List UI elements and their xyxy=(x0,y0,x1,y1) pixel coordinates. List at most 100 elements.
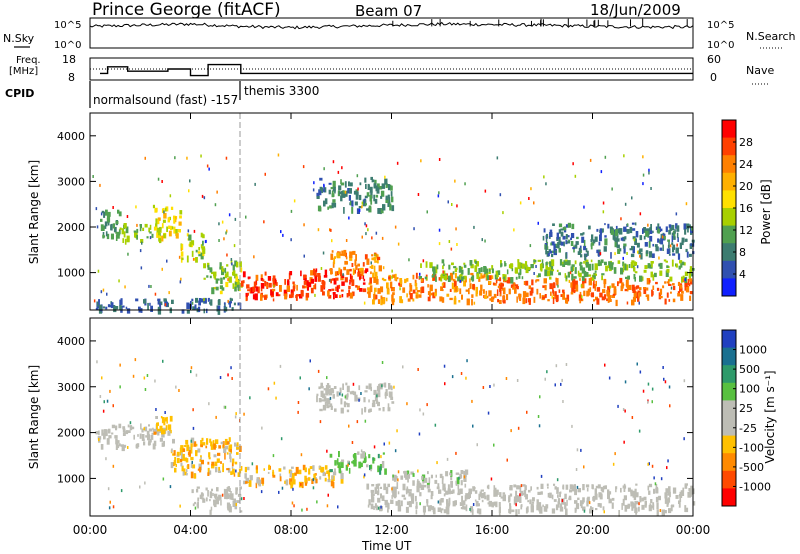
data-cell xyxy=(497,285,501,289)
data-cell xyxy=(156,232,158,238)
data-cell xyxy=(137,434,139,437)
data-cell xyxy=(635,483,638,486)
data-cell xyxy=(607,223,610,229)
data-cell xyxy=(139,485,141,489)
data-cell xyxy=(519,296,522,301)
data-cell xyxy=(593,279,595,285)
data-cell xyxy=(350,275,353,283)
data-cell xyxy=(679,495,682,503)
velocity-cbar-segment xyxy=(722,488,736,507)
data-cell xyxy=(209,499,211,502)
data-cell xyxy=(465,289,469,292)
data-cell xyxy=(470,276,474,281)
data-cell xyxy=(502,492,506,495)
data-cell xyxy=(95,431,99,434)
power-cbar-segment xyxy=(722,243,736,262)
data-cell xyxy=(326,470,329,474)
data-cell xyxy=(329,390,333,396)
data-cell xyxy=(229,493,232,500)
data-cell xyxy=(391,205,395,212)
data-cell xyxy=(376,385,380,392)
data-cell xyxy=(553,499,557,502)
data-cell xyxy=(603,278,606,284)
data-cell xyxy=(374,294,378,300)
data-cell xyxy=(675,495,679,499)
data-cell xyxy=(375,483,380,489)
data-cell xyxy=(671,224,675,231)
data-cell xyxy=(166,259,168,263)
data-cell xyxy=(331,190,334,196)
data-cell xyxy=(375,253,378,257)
data-cell xyxy=(201,246,206,250)
data-cell xyxy=(585,484,590,488)
velocity-ylabel: Slant Range [km] xyxy=(27,365,41,469)
data-cell xyxy=(669,491,671,498)
noise-panel-frame xyxy=(89,17,694,49)
data-cell xyxy=(368,454,371,459)
data-cell xyxy=(387,403,390,408)
data-cell xyxy=(184,445,187,448)
data-cell xyxy=(502,299,506,304)
data-cell xyxy=(463,275,467,280)
data-cell xyxy=(473,225,475,229)
data-cell xyxy=(342,273,344,277)
data-cell xyxy=(372,457,374,461)
data-cell xyxy=(638,250,641,255)
data-cell xyxy=(498,300,502,304)
data-cell xyxy=(463,475,466,479)
data-cell xyxy=(549,261,552,267)
data-cell xyxy=(226,495,228,500)
data-cell xyxy=(647,382,650,386)
data-cell xyxy=(358,461,362,469)
data-cell xyxy=(519,485,521,489)
data-cell xyxy=(565,275,568,280)
data-cell xyxy=(496,289,499,296)
data-cell xyxy=(415,294,418,299)
data-cell xyxy=(405,488,409,493)
data-cell xyxy=(168,291,170,295)
data-cell xyxy=(549,283,553,290)
data-cell xyxy=(634,222,637,226)
data-cell xyxy=(648,168,650,172)
data-cell xyxy=(164,417,168,422)
data-cell xyxy=(157,228,161,236)
data-cell xyxy=(323,167,325,171)
data-cell xyxy=(204,298,207,304)
data-cell xyxy=(596,249,599,254)
data-cell xyxy=(136,234,138,240)
data-cell xyxy=(562,293,565,300)
data-cell xyxy=(371,484,375,487)
data-cell xyxy=(539,510,543,514)
data-cell xyxy=(335,460,339,464)
data-cell xyxy=(186,255,189,263)
data-cell xyxy=(186,302,190,309)
data-cell xyxy=(510,429,512,433)
data-cell xyxy=(367,287,370,291)
data-cell xyxy=(168,230,172,237)
data-cell xyxy=(340,473,344,480)
data-cell xyxy=(380,286,384,293)
data-cell xyxy=(407,478,409,483)
data-cell xyxy=(460,273,463,277)
data-cell xyxy=(215,415,217,419)
data-cell xyxy=(229,444,233,449)
data-cell xyxy=(112,404,114,408)
data-cell xyxy=(257,286,260,294)
data-cell xyxy=(236,500,240,503)
data-cell xyxy=(551,266,554,270)
data-cell xyxy=(345,256,348,260)
data-cell xyxy=(226,441,230,445)
data-cell xyxy=(402,287,406,293)
data-cell xyxy=(639,248,643,252)
data-cell xyxy=(545,182,547,186)
data-cell xyxy=(623,440,625,444)
data-cell xyxy=(590,292,594,297)
data-cell xyxy=(393,385,395,389)
data-cell xyxy=(506,294,509,301)
data-cell xyxy=(348,468,351,474)
data-cell xyxy=(109,500,111,504)
data-cell xyxy=(609,262,612,269)
data-cell xyxy=(623,246,626,254)
data-cell xyxy=(412,298,415,302)
